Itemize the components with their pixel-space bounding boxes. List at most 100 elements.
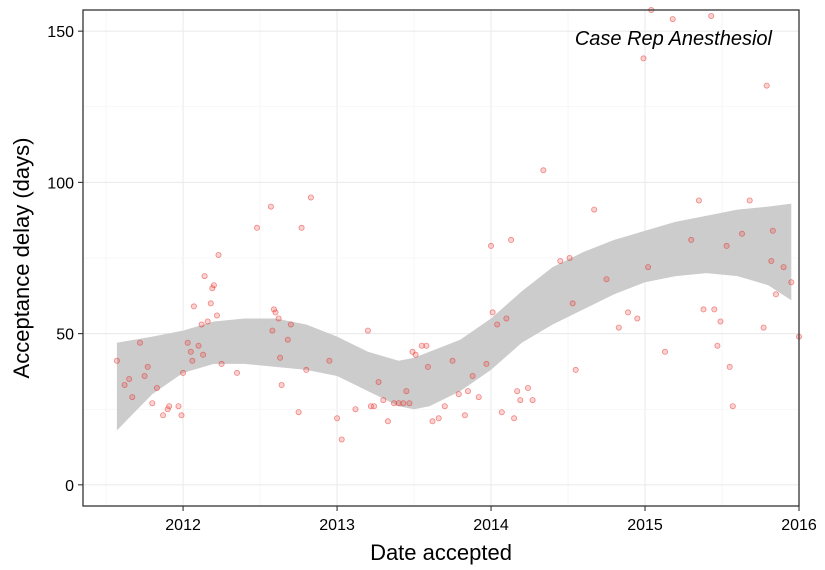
data-point (746, 197, 753, 204)
x-axis-title: Date accepted (370, 540, 512, 565)
data-point (215, 251, 222, 258)
data-point (166, 403, 173, 410)
data-point (270, 306, 277, 313)
data-point (144, 363, 151, 370)
data-point (455, 391, 462, 398)
data-point (772, 291, 779, 298)
data-point (726, 363, 733, 370)
data-point (195, 342, 202, 349)
data-point (780, 264, 787, 271)
data-point (572, 366, 579, 373)
data-point (557, 257, 564, 264)
data-point (400, 400, 407, 407)
data-point (494, 321, 501, 328)
data-point (418, 342, 425, 349)
data-point (688, 236, 695, 243)
journal-annotation: Case Rep Anesthesiol (575, 28, 773, 50)
data-point (760, 324, 767, 331)
data-point (662, 348, 669, 355)
data-point (540, 167, 547, 174)
data-point (178, 412, 185, 419)
data-point (129, 394, 136, 401)
data-point (669, 16, 676, 23)
data-point (529, 397, 536, 404)
data-point (326, 357, 333, 364)
data-point (525, 384, 532, 391)
data-point (287, 321, 294, 328)
grid-lines (83, 10, 799, 506)
data-point (788, 279, 795, 286)
data-point (213, 312, 220, 319)
x-tick-label: 2014 (473, 517, 509, 534)
data-point (517, 397, 524, 404)
data-point (503, 315, 510, 322)
data-point (367, 403, 374, 410)
data-point (603, 276, 610, 283)
data-point (475, 394, 482, 401)
y-tick-label: 0 (65, 478, 74, 495)
data-point (189, 357, 196, 364)
data-point (364, 327, 371, 334)
data-point (275, 315, 282, 322)
data-point (723, 242, 730, 249)
x-tick-label: 2015 (627, 517, 663, 534)
data-point (429, 418, 436, 425)
data-point (187, 348, 194, 355)
data-point (769, 227, 776, 234)
data-point (298, 224, 305, 231)
data-point (763, 82, 770, 89)
data-point (277, 354, 284, 361)
data-point (210, 282, 217, 289)
data-point (201, 273, 208, 280)
data-point (207, 300, 214, 307)
data-point (269, 327, 276, 334)
data-point (461, 412, 468, 419)
data-point (395, 400, 402, 407)
data-point (164, 406, 171, 413)
data-point (149, 400, 156, 407)
data-point (200, 351, 207, 358)
data-point (403, 388, 410, 395)
data-point (190, 303, 197, 310)
data-point (449, 357, 456, 364)
data-point (209, 285, 216, 292)
data-point (441, 403, 448, 410)
y-tick-label: 50 (56, 327, 74, 344)
y-axis-ticks: 0 50 100 150 (47, 24, 83, 495)
data-point (295, 409, 302, 416)
data-point (390, 400, 397, 407)
data-point (714, 342, 721, 349)
data-point (375, 378, 382, 385)
data-point (729, 403, 736, 410)
x-tick-label: 2016 (781, 517, 817, 534)
data-point (695, 197, 702, 204)
data-point (508, 236, 515, 243)
data-point (136, 339, 143, 346)
data-point (126, 375, 133, 382)
data-point (113, 357, 120, 364)
data-point (284, 336, 291, 343)
data-point (204, 318, 211, 325)
data-point (253, 224, 260, 231)
data-point (272, 309, 279, 316)
smooth-confidence-band (116, 203, 792, 431)
data-point (717, 318, 724, 325)
data-point (352, 406, 359, 413)
data-point (514, 388, 521, 395)
data-point (370, 403, 377, 410)
data-point (141, 372, 148, 379)
x-tick-label: 2012 (165, 517, 201, 534)
data-point (498, 409, 505, 416)
data-points (113, 7, 803, 443)
data-point (184, 339, 191, 346)
data-point (739, 230, 746, 237)
data-point (511, 415, 518, 422)
data-point (711, 306, 718, 313)
data-point (591, 206, 598, 213)
data-point (566, 254, 573, 261)
data-point (334, 415, 341, 422)
data-point (768, 257, 775, 264)
data-point (708, 12, 715, 19)
data-point (487, 242, 494, 249)
data-point (338, 436, 345, 443)
